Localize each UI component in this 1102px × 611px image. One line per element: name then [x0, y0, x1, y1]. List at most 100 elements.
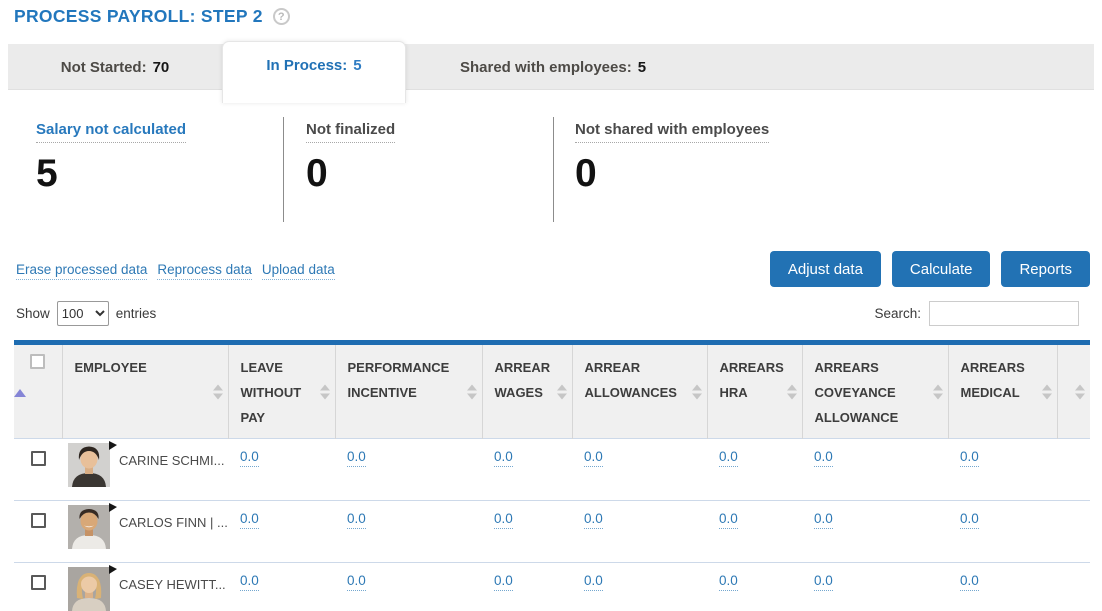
- stats-row: Salary not calculated 5 Not finalized 0 …: [14, 105, 1090, 230]
- page-title: PROCESS PAYROLL: STEP 2: [14, 6, 263, 26]
- avatar-flag-icon: [109, 441, 117, 450]
- adjust-data-button[interactable]: Adjust data: [769, 251, 881, 287]
- col-performance-incentive[interactable]: PERFORMANCE INCENTIVE: [335, 342, 483, 439]
- stat-value: 0: [306, 152, 328, 195]
- table-row: CASEY HEWITT... 0.0 0.0 0.0 0.0 0.0 0.0 …: [14, 562, 1090, 611]
- page-size-control: Show 100 entries: [16, 301, 156, 326]
- sort-icons[interactable]: [691, 384, 702, 399]
- employee-payroll-table: EMPLOYEE LEAVE WITHOUT PAY PERFORMANCE I…: [14, 340, 1090, 611]
- tab-label: In Process:: [266, 57, 348, 74]
- entries-select[interactable]: 100: [56, 301, 109, 326]
- employee-name: CASEY HEWITT...: [119, 577, 226, 592]
- col-arrears-coveyance-allowance[interactable]: ARREARS COVEYANCE ALLOWANCE: [802, 342, 949, 439]
- row-checkbox[interactable]: [30, 575, 46, 590]
- col-arrears-medical[interactable]: ARREARS MEDICAL: [948, 342, 1058, 439]
- sort-icons[interactable]: [1041, 384, 1052, 399]
- stat-salary-not-calculated: Salary not calculated 5: [14, 105, 283, 230]
- employee-cell[interactable]: CASEY HEWITT...: [68, 565, 228, 611]
- tab-label: Shared with employees:: [459, 58, 632, 76]
- primary-actions: Adjust data Calculate Reports: [769, 251, 1090, 287]
- employee-cell[interactable]: CARINE SCHMI...: [68, 441, 228, 487]
- calculate-button[interactable]: Calculate: [891, 251, 991, 287]
- value-arrears-hra[interactable]: 0.0: [719, 449, 738, 467]
- col-arrears-hra[interactable]: ARREARS HRA: [707, 342, 803, 439]
- value-arrear-wages[interactable]: 0.0: [494, 573, 513, 591]
- col-arrear-wages[interactable]: ARREAR WAGES: [482, 342, 573, 439]
- select-all-header: [14, 342, 63, 439]
- sort-icons[interactable]: [212, 384, 223, 399]
- employee-avatar: [68, 565, 117, 611]
- value-arrears-coveyance[interactable]: 0.0: [814, 511, 833, 529]
- row-checkbox[interactable]: [30, 451, 46, 466]
- sort-icons[interactable]: [1075, 384, 1085, 399]
- stat-label[interactable]: Not shared with employees: [575, 121, 770, 143]
- col-extra[interactable]: [1057, 342, 1090, 439]
- stat-value: 0: [575, 152, 597, 195]
- sort-ascending-icon[interactable]: [14, 374, 26, 397]
- value-performance-incentive[interactable]: 0.0: [347, 449, 366, 467]
- entries-label: entries: [115, 306, 157, 321]
- tab-count: 70: [152, 58, 170, 76]
- employee-avatar: [68, 441, 117, 487]
- value-arrear-allowances[interactable]: 0.0: [584, 511, 603, 529]
- page-header: PROCESS PAYROLL: STEP 2 ?: [14, 6, 290, 27]
- value-performance-incentive[interactable]: 0.0: [347, 511, 366, 529]
- tab-shared-with-employees[interactable]: Shared with employees: 5: [406, 44, 700, 90]
- sort-icons[interactable]: [786, 384, 797, 399]
- employee-name: CARLOS FINN | ...: [119, 515, 228, 530]
- value-arrears-medical[interactable]: 0.0: [960, 573, 979, 591]
- value-arrear-allowances[interactable]: 0.0: [584, 449, 603, 467]
- avatar-flag-icon: [109, 503, 117, 512]
- tab-count: 5: [637, 58, 647, 76]
- stat-value: 5: [36, 152, 58, 195]
- table-header-row: EMPLOYEE LEAVE WITHOUT PAY PERFORMANCE I…: [14, 342, 1090, 439]
- select-all-checkbox[interactable]: [30, 354, 46, 369]
- table-row: CARINE SCHMI... 0.0 0.0 0.0 0.0 0.0 0.0 …: [14, 438, 1090, 501]
- value-arrear-wages[interactable]: 0.0: [494, 511, 513, 529]
- search-input[interactable]: [929, 301, 1079, 326]
- tab-in-process[interactable]: In Process: 5: [222, 41, 406, 103]
- col-employee[interactable]: EMPLOYEE: [62, 342, 229, 439]
- tab-label: Not Started:: [60, 58, 147, 76]
- reports-button[interactable]: Reports: [1001, 251, 1090, 287]
- tab-not-started[interactable]: Not Started: 70: [8, 44, 222, 90]
- help-icon[interactable]: ?: [272, 8, 290, 25]
- value-arrears-medical[interactable]: 0.0: [960, 511, 979, 529]
- avatar-flag-icon: [109, 565, 117, 574]
- col-leave-without-pay[interactable]: LEAVE WITHOUT PAY: [228, 342, 336, 439]
- search-control: Search:: [874, 301, 1079, 326]
- value-performance-incentive[interactable]: 0.0: [347, 573, 366, 591]
- value-arrears-coveyance[interactable]: 0.0: [814, 573, 833, 591]
- stat-label[interactable]: Salary not calculated: [36, 121, 187, 143]
- tab-count: 5: [353, 57, 362, 74]
- value-arrear-wages[interactable]: 0.0: [494, 449, 513, 467]
- search-label: Search:: [874, 306, 921, 321]
- value-arrears-coveyance[interactable]: 0.0: [814, 449, 833, 467]
- data-action-links: Erase processed data Reprocess data Uplo…: [16, 262, 335, 280]
- stat-not-shared: Not shared with employees 0: [553, 105, 1090, 230]
- upload-data-link[interactable]: Upload data: [261, 262, 335, 280]
- employee-cell[interactable]: CARLOS FINN | ...: [68, 503, 228, 549]
- value-arrears-medical[interactable]: 0.0: [960, 449, 979, 467]
- erase-processed-data-link[interactable]: Erase processed data: [16, 262, 148, 280]
- employee-avatar: [68, 503, 117, 549]
- value-leave-without-pay[interactable]: 0.0: [240, 511, 259, 529]
- sort-icons[interactable]: [319, 384, 330, 399]
- value-arrears-hra[interactable]: 0.0: [719, 573, 738, 591]
- reprocess-data-link[interactable]: Reprocess data: [157, 262, 252, 280]
- value-arrears-hra[interactable]: 0.0: [719, 511, 738, 529]
- sort-icons[interactable]: [932, 384, 943, 399]
- table-row: CARLOS FINN | ... 0.0 0.0 0.0 0.0 0.0 0.…: [14, 500, 1090, 563]
- value-arrear-allowances[interactable]: 0.0: [584, 573, 603, 591]
- sort-icons[interactable]: [556, 384, 567, 399]
- col-arrear-allowances[interactable]: ARREAR ALLOWANCES: [572, 342, 708, 439]
- stat-label[interactable]: Not finalized: [306, 121, 396, 143]
- show-label: Show: [16, 306, 50, 321]
- row-checkbox[interactable]: [30, 513, 46, 528]
- value-leave-without-pay[interactable]: 0.0: [240, 449, 259, 467]
- value-leave-without-pay[interactable]: 0.0: [240, 573, 259, 591]
- stat-not-finalized: Not finalized 0: [283, 105, 553, 230]
- tab-bar: Not Started: 70 In Process: 5 Shared wit…: [8, 41, 1094, 103]
- sort-icons[interactable]: [466, 384, 477, 399]
